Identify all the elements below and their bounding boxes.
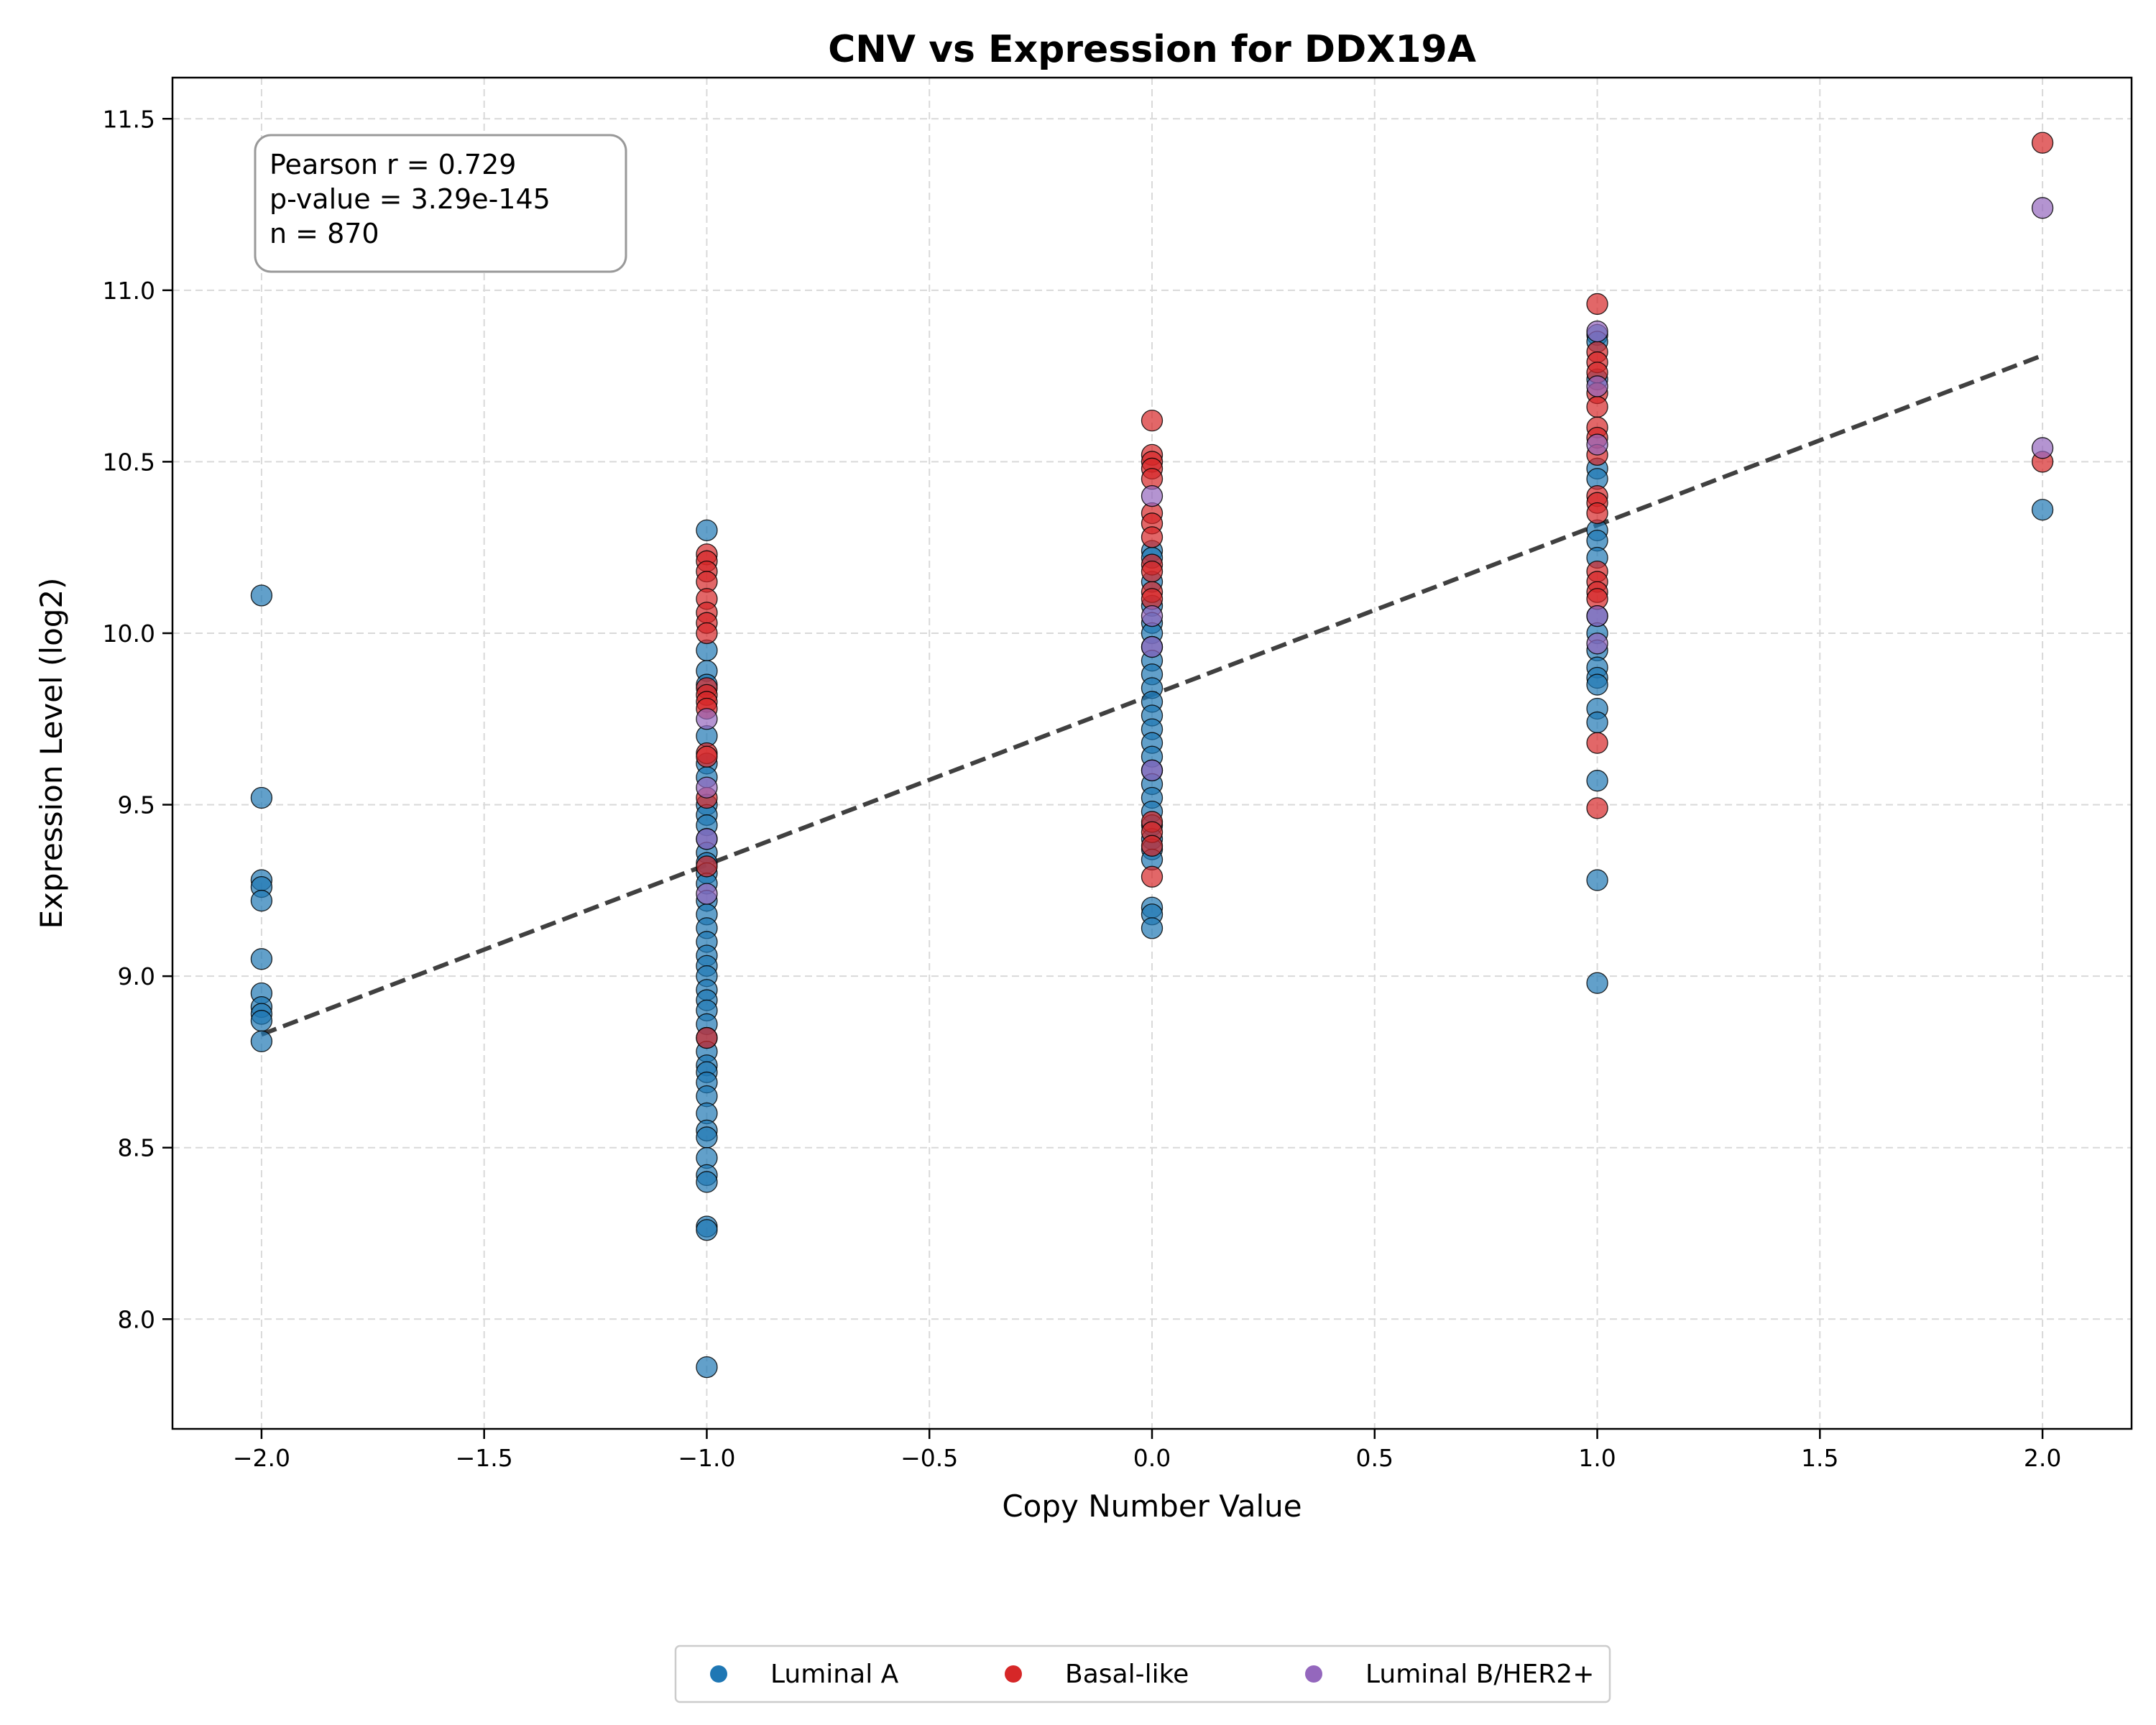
data-point: [250, 786, 273, 809]
y-tick-label: 10.0: [103, 620, 155, 648]
scatter-points: [250, 132, 2054, 1379]
y-tick-label: 8.5: [118, 1134, 155, 1162]
x-tick-label: −0.5: [900, 1444, 958, 1472]
x-axis-label: Copy Number Value: [1002, 1489, 1302, 1524]
legend-marker: [1305, 1665, 1322, 1683]
data-point: [696, 519, 718, 541]
series-2: [696, 197, 2054, 905]
x-tick-label: 0.5: [1356, 1444, 1393, 1472]
data-point: [1141, 635, 1164, 658]
data-point: [250, 1010, 273, 1032]
stats-box: Pearson r = 0.729 p-value = 3.29e-145 n …: [254, 134, 627, 273]
chart-title: CNV vs Expression for DDX19A: [828, 28, 1476, 71]
data-point: [1586, 732, 1608, 754]
data-point: [696, 745, 718, 768]
legend-label: Basal-like: [1065, 1660, 1189, 1689]
x-tick-label: 1.5: [1801, 1444, 1838, 1472]
data-point: [2031, 132, 2054, 154]
data-point: [1586, 320, 1608, 343]
data-point: [696, 1356, 718, 1379]
x-tick-label: 1.0: [1578, 1444, 1616, 1472]
y-axis-label: Expression Level (log2): [34, 577, 69, 929]
stats-pvalue: p-value = 3.29e-145: [270, 183, 550, 215]
data-point: [696, 776, 718, 799]
data-point: [250, 584, 273, 607]
legend-frame: [674, 1644, 1611, 1703]
data-point: [2031, 197, 2054, 219]
legend-marker: [1005, 1665, 1022, 1683]
y-tick-label: 10.5: [103, 448, 155, 476]
data-point: [696, 622, 718, 645]
data-point: [1586, 770, 1608, 792]
y-tick-label: 9.5: [118, 791, 155, 819]
legend-item: Luminal A: [710, 1660, 899, 1689]
data-point: [1141, 917, 1164, 939]
x-tick-label: 0.0: [1133, 1444, 1171, 1472]
data-point: [696, 855, 718, 878]
data-point: [250, 1030, 273, 1052]
data-point: [696, 1126, 718, 1149]
legend: Luminal A Basal-like Luminal B/HER2+: [674, 1644, 1611, 1703]
data-point: [696, 1171, 718, 1193]
stats-pearson: Pearson r = 0.729: [270, 149, 516, 180]
data-point: [1141, 834, 1164, 857]
data-point: [1586, 632, 1608, 655]
data-point: [1586, 673, 1608, 696]
data-point: [250, 948, 273, 970]
data-point: [1586, 502, 1608, 525]
data-point: [1586, 395, 1608, 418]
data-point: [1586, 711, 1608, 734]
legend-item: Basal-like: [1005, 1660, 1189, 1689]
data-point: [1141, 604, 1164, 627]
data-point: [1586, 797, 1608, 819]
data-point: [1141, 560, 1164, 583]
data-point: [696, 708, 718, 730]
legend-label: Luminal B/HER2+: [1365, 1660, 1594, 1689]
data-point: [2031, 437, 2054, 459]
stats-n: n = 870: [270, 218, 379, 249]
data-point: [1586, 433, 1608, 456]
stats-box-frame: [254, 134, 627, 273]
y-tick-label: 11.5: [103, 105, 155, 133]
data-point: [1586, 972, 1608, 994]
legend-marker: [710, 1665, 727, 1683]
data-point: [1141, 484, 1164, 507]
x-tick-label: 2.0: [2024, 1444, 2061, 1472]
y-tick-label: 9.0: [118, 962, 155, 990]
x-tick-label: −2.0: [233, 1444, 290, 1472]
data-point: [2031, 499, 2054, 521]
data-point: [696, 828, 718, 850]
data-point: [1586, 375, 1608, 397]
y-tick-label: 8.0: [118, 1305, 155, 1333]
data-point: [1141, 759, 1164, 782]
data-point: [1586, 293, 1608, 316]
y-tick-label: 11.0: [103, 277, 155, 305]
legend-label: Luminal A: [770, 1660, 899, 1689]
data-point: [1141, 865, 1164, 888]
data-point: [250, 890, 273, 912]
data-point: [696, 1026, 718, 1049]
legend-item: Luminal B/HER2+: [1305, 1660, 1594, 1689]
y-axis-ticks: 8.0 8.5 9.0 9.5 10.0 10.5 11.0 11.5: [103, 105, 172, 1333]
data-point: [1586, 869, 1608, 891]
data-point: [696, 883, 718, 905]
x-axis-ticks: −2.0 −1.5 −1.0 −0.5 0.0 0.5 1.0 1.5 2.0: [233, 1429, 2061, 1472]
x-tick-label: −1.5: [456, 1444, 513, 1472]
data-point: [1586, 604, 1608, 627]
data-point: [1141, 526, 1164, 548]
legend-items: Luminal A Basal-like Luminal B/HER2+: [710, 1660, 1594, 1689]
data-point: [696, 1219, 718, 1241]
x-tick-label: −1.0: [678, 1444, 735, 1472]
data-point: [1141, 410, 1164, 432]
